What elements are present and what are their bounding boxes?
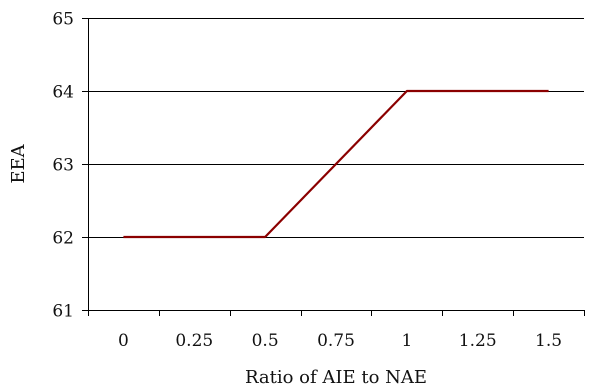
axes <box>82 18 585 316</box>
x-tick-label: 1 <box>401 331 412 351</box>
x-tick-label: 1.5 <box>535 331 562 351</box>
y-axis-title: EEA <box>8 143 29 183</box>
y-tick-label: 64 <box>52 83 74 103</box>
tick-labels: 61 62 63 64 65 0 0.25 0.5 0.75 1 1.25 1.5 <box>52 10 562 352</box>
y-tick-label: 63 <box>52 156 74 176</box>
x-tick-label: 0.25 <box>175 331 213 351</box>
y-tick-label: 61 <box>52 302 74 322</box>
y-tick-label: 65 <box>52 10 74 30</box>
x-tick-label: 1.25 <box>459 331 497 351</box>
series-layer <box>123 89 549 239</box>
x-tick-label: 0.75 <box>317 331 355 351</box>
y-tick-label: 62 <box>52 229 74 249</box>
gridlines <box>88 18 584 238</box>
x-tick-label: 0 <box>118 331 129 351</box>
x-axis-title: Ratio of AIE to NAE <box>245 367 427 388</box>
x-tick-label: 0.5 <box>252 331 279 351</box>
